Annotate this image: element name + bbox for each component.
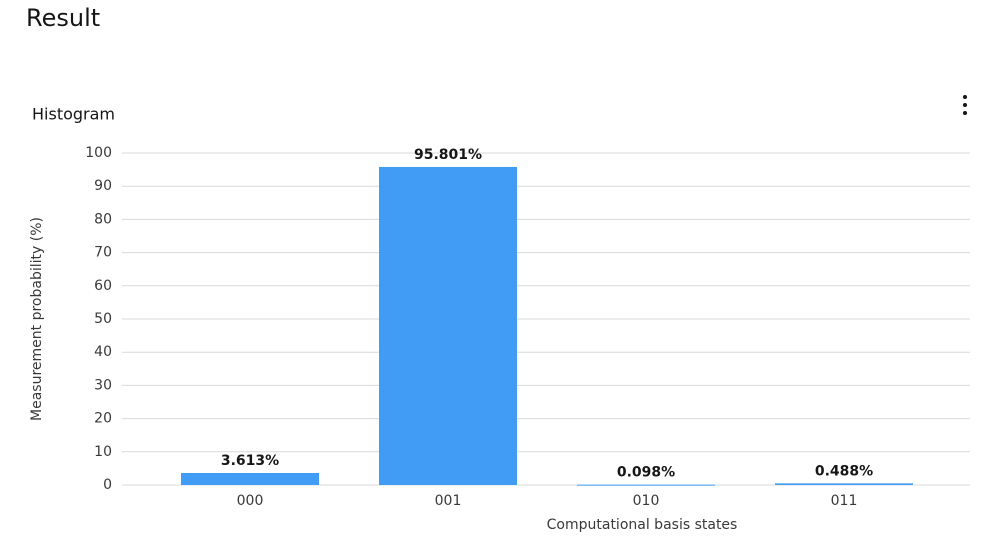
y-tick-label: 70: [94, 245, 112, 261]
chart-title: Histogram: [32, 105, 115, 124]
bar: [775, 483, 913, 485]
bar: [181, 473, 319, 485]
y-tick-label: 50: [94, 311, 112, 327]
y-tick-label: 40: [94, 344, 112, 360]
y-tick-label: 60: [94, 278, 112, 294]
x-tick-label: 010: [633, 493, 660, 509]
x-tick-label: 001: [435, 493, 462, 509]
x-tick-label: 000: [237, 493, 264, 509]
y-tick-label: 90: [94, 178, 112, 194]
bar: [577, 484, 715, 486]
page-heading: Result: [26, 4, 101, 32]
y-tick-label: 30: [94, 377, 112, 393]
data-label: 95.801%: [414, 147, 482, 163]
data-label: 3.613%: [221, 453, 279, 469]
data-label: 0.488%: [815, 463, 873, 479]
y-tick-label: 80: [94, 211, 112, 227]
x-axis-label: Computational basis states: [547, 517, 738, 533]
y-axis-label: Measurement probability (%): [29, 217, 45, 421]
x-tick-label: 011: [831, 493, 858, 509]
y-tick-label: 10: [94, 444, 112, 460]
overflow-menu[interactable]: [952, 92, 978, 118]
y-tick-label: 20: [94, 411, 112, 427]
data-label: 0.098%: [617, 465, 675, 481]
bar: [379, 166, 517, 485]
y-tick-label: 100: [85, 145, 112, 161]
y-tick-label: 0: [103, 477, 112, 493]
